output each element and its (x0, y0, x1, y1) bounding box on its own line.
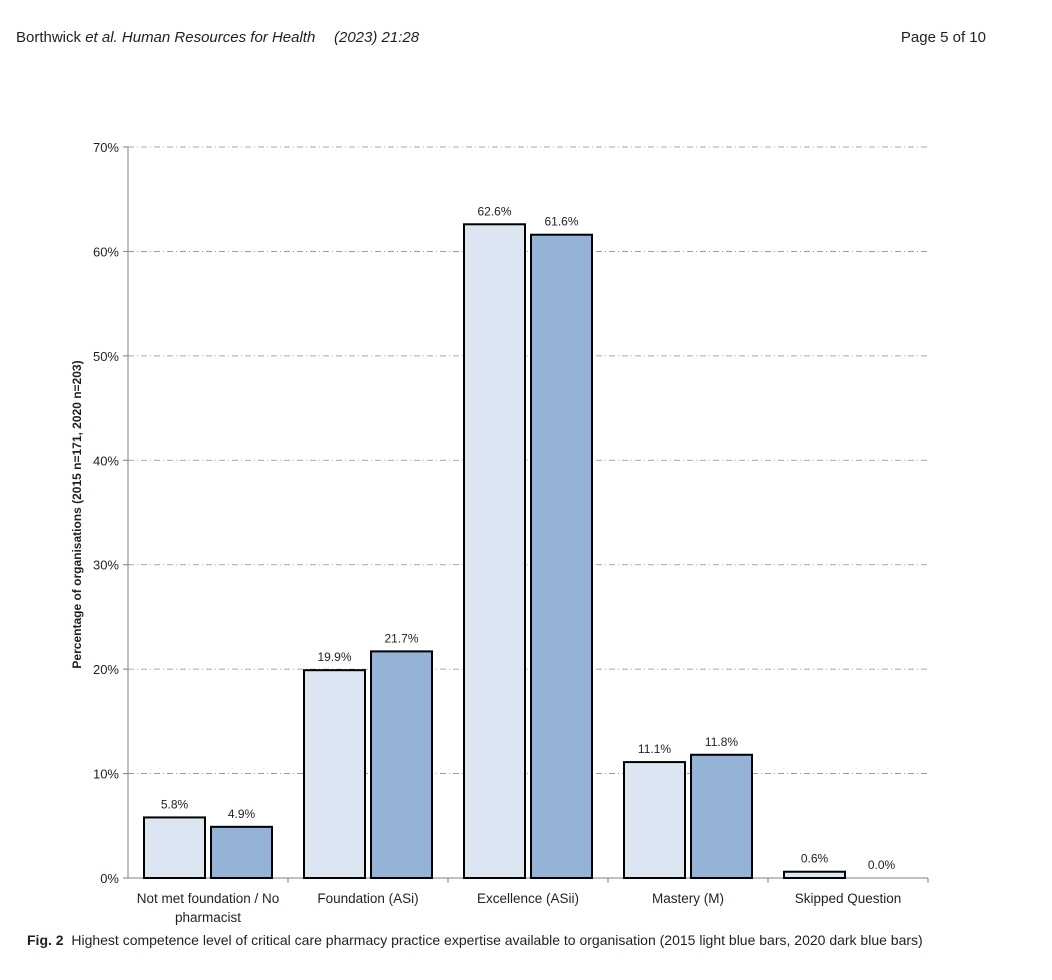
data-label-2020: 21.7% (384, 631, 418, 645)
bar-2020 (530, 233, 593, 880)
data-label-2015: 5.8% (161, 797, 189, 811)
y-tick-label: 0% (100, 871, 119, 886)
figure-caption: Fig. 2 Highest competence level of criti… (27, 932, 923, 948)
y-tick-label: 50% (93, 349, 119, 364)
bar-2020 (370, 650, 433, 880)
year-volume: (2023) 21:28 (334, 29, 420, 46)
y-tick-label: 40% (93, 453, 119, 468)
data-label-2020: 61.6% (544, 215, 578, 229)
x-category-label: pharmacist (175, 910, 241, 925)
bar-2020 (690, 753, 753, 880)
page-header: Borthwick et al. Human Resources for Hea… (16, 29, 986, 51)
y-tick-label: 20% (93, 662, 119, 677)
journal-name: Human Resources for Health (121, 29, 316, 46)
bar-chart: 0% 10% 20% 30% 40% 50% 60% 70% Percentage of org… (70, 140, 929, 925)
x-category-label: Skipped Question (795, 891, 902, 906)
x-category-label: Foundation (ASi) (317, 891, 418, 906)
citation: Borthwick et al. Human Resources for Hea… (16, 29, 315, 46)
y-tick-label: 30% (93, 558, 119, 573)
page-number: Page 5 of 10 (900, 29, 986, 46)
bar-2015 (143, 816, 206, 880)
y-axis-label: Percentage of organisations (2015 n=171,… (70, 360, 84, 668)
data-label-2015: 0.6% (801, 852, 829, 866)
x-category-label: Excellence (ASii) (477, 891, 579, 906)
authors: Borthwick (16, 29, 86, 46)
bar-2015 (463, 223, 526, 879)
data-label-2015: 11.1% (638, 742, 671, 756)
data-label-2020: 4.9% (228, 807, 256, 821)
bar-2015 (623, 761, 686, 879)
figure-caption-text: Highest competence level of critical car… (71, 932, 923, 948)
y-tick-label: 10% (93, 767, 119, 782)
x-category-label: Not met foundation / No (137, 891, 280, 906)
data-label-2015: 19.9% (317, 650, 351, 664)
x-category-label: Mastery (M) (652, 891, 724, 906)
data-label-2015: 62.6% (477, 204, 511, 218)
figure-label: Fig. 2 (27, 932, 64, 948)
y-tick-label: 70% (93, 140, 119, 155)
data-label-2020: 11.8% (705, 735, 738, 749)
et-al: et al. (85, 29, 118, 46)
y-tick-label: 60% (93, 244, 119, 259)
bar-2020 (210, 825, 273, 880)
data-label-2020: 0.0% (868, 858, 896, 872)
bar-2015 (783, 870, 846, 880)
bar-2015 (303, 669, 366, 879)
